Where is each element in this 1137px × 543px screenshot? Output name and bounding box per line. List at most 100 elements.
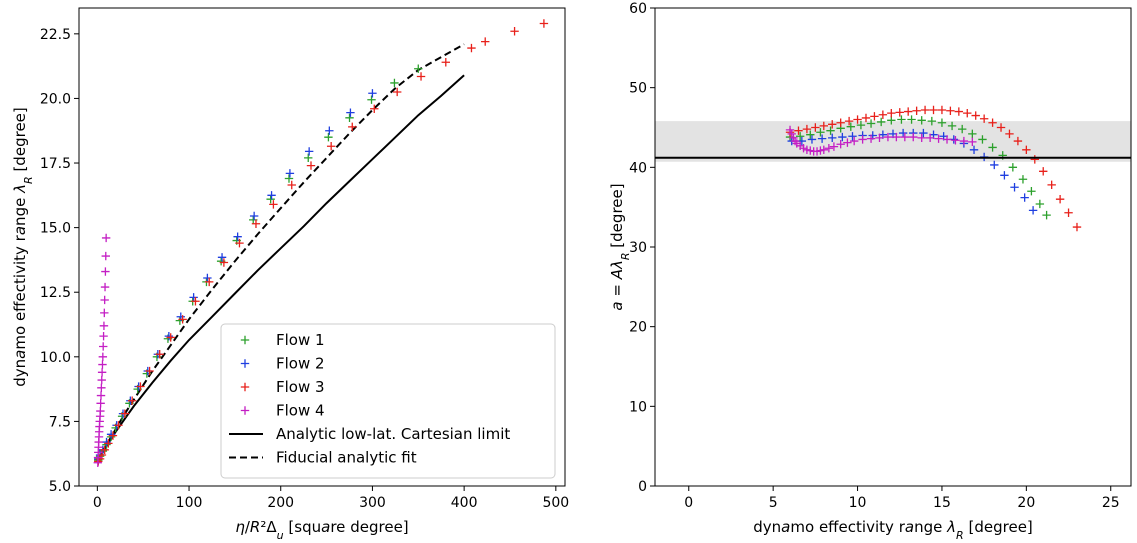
data-point — [1039, 167, 1048, 176]
data-point — [883, 132, 893, 142]
data-point — [947, 121, 957, 131]
data-point — [858, 135, 867, 144]
data-point — [959, 136, 969, 146]
y-tick-label: 5.0 — [49, 479, 71, 495]
data-point — [97, 375, 106, 385]
data-point — [266, 195, 275, 204]
data-point — [235, 238, 244, 248]
data-point — [968, 129, 977, 139]
data-point — [876, 117, 886, 127]
y-tick-label: 40 — [629, 160, 647, 176]
data-point — [836, 140, 845, 149]
data-point — [102, 437, 111, 447]
data-point — [1010, 183, 1019, 192]
data-point — [96, 406, 105, 416]
data-point — [166, 333, 175, 342]
data-point — [909, 132, 918, 142]
data-point — [912, 106, 921, 115]
data-point — [1055, 195, 1065, 204]
data-point — [108, 431, 118, 440]
data-point — [817, 134, 827, 143]
data-point — [934, 134, 943, 143]
y-tick-label: 20 — [629, 320, 647, 336]
x-tick-label: 20 — [1017, 495, 1035, 511]
x-axis-label: η/R²Δu [square degree] — [235, 518, 408, 542]
data-point — [988, 118, 997, 127]
data-point — [968, 137, 977, 147]
data-point — [917, 133, 926, 143]
data-point — [104, 439, 113, 448]
data-point — [325, 126, 334, 135]
data-point — [1047, 180, 1056, 190]
x-tick-label: 400 — [451, 495, 478, 511]
data-point — [946, 106, 955, 115]
legend-label: Analytic low-lat. Cartesian limit — [276, 425, 510, 443]
data-point — [370, 104, 379, 113]
data-point — [969, 145, 979, 155]
data-point — [345, 113, 354, 123]
data-point — [978, 135, 987, 144]
data-point — [907, 115, 916, 124]
data-point — [467, 43, 476, 53]
line-analytic-limit — [96, 74, 465, 463]
series-flow-3 — [785, 105, 1082, 232]
data-point — [838, 132, 847, 142]
y-axis-label: dynamo effectivity range λR [degree] — [11, 107, 35, 387]
data-point — [971, 111, 980, 120]
data-point — [416, 72, 426, 81]
data-point — [937, 118, 947, 127]
series-flow-4 — [785, 125, 977, 156]
data-point — [988, 143, 997, 152]
data-point — [101, 233, 111, 243]
data-point — [887, 116, 896, 125]
data-point — [826, 126, 835, 135]
data-point — [203, 273, 212, 283]
shaded-band — [655, 121, 1131, 162]
data-point — [849, 136, 859, 146]
data-point — [954, 107, 964, 116]
legend-label: Flow 3 — [276, 378, 325, 396]
y-tick-label: 60 — [629, 1, 647, 17]
plot-frame — [78, 7, 566, 487]
data-point — [917, 116, 926, 125]
data-point — [97, 368, 107, 377]
data-point — [787, 129, 796, 139]
chart-left-lambda-vs-eta: 0 100 200 300 400 500 5.0 7.5 10.0 12.5 15.0 17.5 20… — [11, 7, 569, 542]
data-point — [97, 383, 106, 393]
data-point — [217, 253, 227, 262]
data-point — [101, 251, 110, 261]
data-point — [304, 153, 313, 163]
data-point — [100, 445, 109, 455]
x-tick-label: 500 — [542, 495, 569, 511]
data-point — [99, 331, 108, 341]
y-tick-label: 10 — [629, 399, 647, 415]
data-point — [205, 277, 214, 287]
data-point — [441, 58, 450, 67]
data-point — [963, 108, 972, 118]
legend-marker — [240, 335, 250, 345]
y-tick-label: 17.5 — [40, 156, 71, 172]
data-point — [414, 64, 423, 73]
data-point — [120, 409, 130, 418]
y-tick-label: 0 — [638, 479, 647, 495]
y-axis-label: a = AλR [degree] — [608, 183, 632, 310]
data-point — [96, 391, 106, 400]
data-point — [287, 180, 296, 190]
data-point — [920, 105, 930, 115]
x-tick-label: 200 — [267, 495, 294, 511]
data-point — [897, 115, 906, 124]
data-point — [996, 123, 1006, 132]
line-fiducial-fit — [96, 43, 465, 462]
data-point — [1000, 171, 1009, 180]
y-tick-label: 15.0 — [40, 221, 71, 237]
y-tick-label: 10.0 — [40, 350, 71, 366]
data-point — [368, 89, 377, 98]
data-point — [98, 360, 107, 369]
data-point — [903, 107, 913, 116]
data-point — [875, 133, 884, 143]
y-tick-label: 20.0 — [40, 91, 71, 107]
data-point — [326, 142, 336, 151]
x-tick-label: 0 — [93, 495, 102, 511]
data-point — [951, 136, 960, 145]
